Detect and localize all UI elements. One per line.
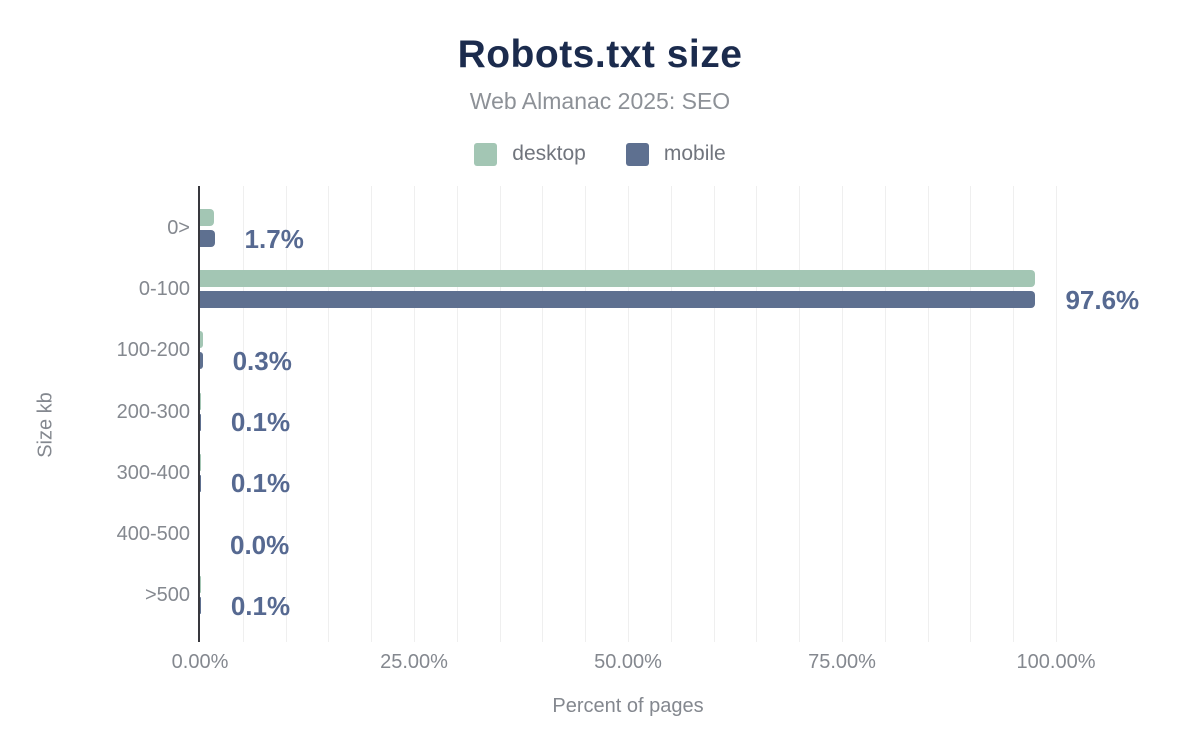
value-label: 0.1% bbox=[230, 590, 291, 621]
category-label: 400-500 bbox=[116, 523, 190, 545]
gridline bbox=[670, 186, 672, 642]
mobile-bar bbox=[200, 352, 203, 370]
legend-item-mobile: mobile bbox=[625, 142, 726, 166]
legend-label-mobile: mobile bbox=[663, 142, 726, 165]
mobile-bar bbox=[200, 413, 201, 431]
mobile-swatch-icon bbox=[625, 142, 649, 166]
mobile-bar bbox=[200, 230, 215, 247]
gridline bbox=[1056, 186, 1057, 642]
x-tick-label: 75.00% bbox=[808, 651, 876, 673]
value-label: 0.1% bbox=[230, 407, 291, 438]
chart-title: Robots.txt size bbox=[457, 33, 743, 76]
desktop-bar bbox=[200, 453, 201, 471]
value-label: 97.6% bbox=[1065, 284, 1140, 315]
gridline bbox=[970, 186, 972, 642]
y-axis-line bbox=[198, 186, 200, 642]
desktop-swatch-icon bbox=[474, 142, 498, 166]
category-label: 300-400 bbox=[116, 461, 190, 484]
legend-label-desktop: desktop bbox=[512, 142, 586, 165]
gridline bbox=[414, 186, 415, 642]
gridline bbox=[927, 186, 929, 642]
chart-subtitle: Web Almanac 2025: SEO bbox=[469, 88, 731, 114]
desktop-bar bbox=[200, 331, 203, 349]
gridline bbox=[499, 186, 501, 642]
mobile-bar bbox=[200, 474, 201, 492]
gridline bbox=[242, 186, 244, 642]
value-label: 0.0% bbox=[230, 529, 290, 560]
category-label: 200-300 bbox=[116, 400, 190, 423]
y-axis-title: Size kb bbox=[34, 392, 57, 458]
gridline bbox=[884, 186, 886, 642]
gridline bbox=[756, 186, 758, 642]
x-tick-label: 0.00% bbox=[171, 651, 229, 673]
x-tick-label: 100.00% bbox=[1016, 651, 1096, 673]
gridline bbox=[628, 186, 629, 642]
legend-item-desktop: desktop bbox=[474, 142, 586, 166]
gridline bbox=[456, 186, 458, 642]
value-label: 1.7% bbox=[244, 223, 304, 254]
gridline bbox=[1013, 186, 1015, 642]
gridline bbox=[328, 186, 330, 642]
gridline bbox=[371, 186, 373, 642]
value-label: 0.3% bbox=[232, 345, 292, 376]
gridline bbox=[799, 186, 801, 642]
category-label: 0> bbox=[167, 217, 190, 239]
plot-area: 0> 1.7% 0-100 97.6% 100-200 0.3% 200-300 0.1% 30… bbox=[117, 186, 1139, 642]
mobile-bar bbox=[200, 291, 1036, 309]
desktop-bar bbox=[200, 576, 201, 594]
category-label: 0-100 bbox=[138, 278, 190, 301]
gridline bbox=[585, 186, 587, 642]
category-label: 100-200 bbox=[116, 339, 190, 362]
x-axis-title: Percent of pages bbox=[552, 695, 704, 717]
x-tick-label: 50.00% bbox=[594, 651, 662, 673]
desktop-bar bbox=[200, 392, 201, 410]
mobile-bar bbox=[200, 597, 201, 615]
desktop-bar bbox=[200, 270, 1035, 288]
desktop-bar bbox=[200, 209, 214, 226]
gridline bbox=[285, 186, 287, 642]
legend: desktop mobile bbox=[0, 142, 1200, 166]
value-label: 0.1% bbox=[230, 468, 291, 499]
x-tick-label: 25.00% bbox=[380, 651, 448, 673]
gridline bbox=[713, 186, 715, 642]
gridline bbox=[542, 186, 544, 642]
gridline bbox=[842, 186, 843, 642]
category-label: >500 bbox=[144, 584, 190, 607]
